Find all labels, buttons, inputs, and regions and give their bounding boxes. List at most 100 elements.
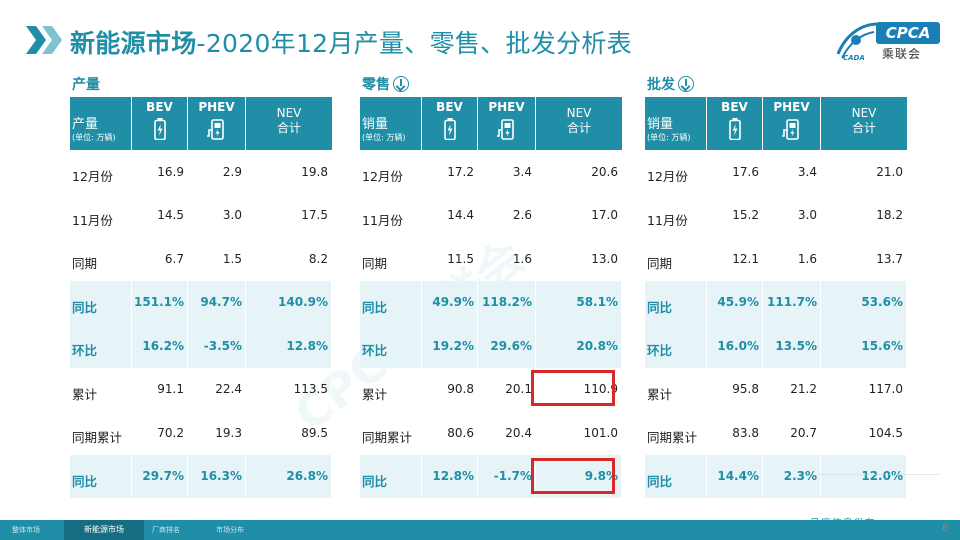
row-label: 同比 — [645, 280, 707, 324]
cell-phev: 3.4 — [763, 150, 821, 194]
cell-nev: 89.5 — [246, 411, 332, 455]
table-row: 累计 90.8 20.1 110.9 — [360, 367, 622, 411]
cell-phev: 94.7% — [188, 280, 246, 324]
cell-nev: 104.5 — [821, 411, 907, 455]
header-metric: 产量 (单位: 万辆) — [70, 97, 132, 150]
title-rest: -2020年12月产量、零售、批发分析表 — [196, 29, 632, 58]
section-label-text: 零售 — [362, 77, 390, 93]
row-label: 同比 — [360, 454, 422, 498]
cell-phev: 3.0 — [188, 193, 246, 237]
table-header: 销量 (单位: 万辆) BEV PHEV NEV 合计 — [645, 97, 907, 150]
cell-nev: 53.6% — [821, 280, 907, 324]
page-title: 新能源市场-2020年12月产量、零售、批发分析表 — [70, 24, 632, 60]
header-nev: NEV 合计 — [536, 97, 622, 150]
chevron-right-icon — [26, 26, 62, 54]
cell-phev: 29.6% — [478, 324, 536, 368]
cell-nev: 58.1% — [536, 280, 622, 324]
header-metric-label: 销量 — [647, 117, 674, 132]
cell-bev: 16.0% — [707, 324, 763, 368]
header-bev-label: BEV — [146, 100, 173, 114]
production-table: 产量 (单位: 万辆) BEV PHEV NEV 合计 12月份 16.9 2.9 19.8 11月… — [70, 97, 332, 498]
header-nev-label: NEV — [851, 106, 877, 120]
footer-tab[interactable]: 市场分布 — [216, 526, 244, 534]
row-label: 12月份 — [645, 150, 707, 194]
header-nev-sublabel: 合计 — [276, 121, 301, 135]
table-row: 同比 29.7% 16.3% 26.8% — [70, 454, 332, 498]
charging-plug-icon — [781, 114, 803, 143]
row-label: 同比 — [70, 454, 132, 498]
cpca-logo — [836, 22, 879, 59]
table-row: 同期累计 83.8 20.7 104.5 — [645, 411, 907, 455]
header-phev-label: PHEV — [773, 100, 810, 114]
row-label: 环比 — [70, 324, 132, 368]
cell-phev: 20.1 — [478, 367, 536, 411]
header-metric: 销量 (单位: 万辆) — [645, 97, 707, 150]
row-label: 同比 — [645, 454, 707, 498]
table-row: 同比 12.8% -1.7% 9.8% — [360, 454, 622, 498]
cell-bev: 83.8 — [707, 411, 763, 455]
cell-phev: 19.3 — [188, 411, 246, 455]
table-row: 12月份 17.2 3.4 20.6 — [360, 150, 622, 194]
page-number: 6 — [942, 523, 949, 534]
header-bev: BEV — [707, 97, 763, 150]
table-header: 销量 (单位: 万辆) BEV PHEV NEV 合计 — [360, 97, 622, 150]
cell-nev: 17.0 — [536, 193, 622, 237]
wholesale-table: 销量 (单位: 万辆) BEV PHEV NEV 合计 12月份 17.6 3.4 21.0 11月… — [645, 97, 907, 498]
battery-icon — [153, 114, 166, 143]
section-label-retail: 零售 — [362, 74, 409, 94]
header-nev-label: NEV — [566, 106, 592, 120]
table-row: 同期累计 70.2 19.3 89.5 — [70, 411, 332, 455]
cell-nev: 13.0 — [536, 237, 622, 281]
footer-tab[interactable]: 厂商排名 — [152, 526, 180, 534]
battery-icon — [443, 114, 456, 143]
table-row: 同期 6.7 1.5 8.2 — [70, 237, 332, 281]
footer-tab[interactable]: 整体市场 — [12, 526, 40, 534]
row-label: 累计 — [360, 367, 422, 411]
table-row: 同比 45.9% 111.7% 53.6% — [645, 280, 907, 324]
table-row: 11月份 14.4 2.6 17.0 — [360, 193, 622, 237]
cell-nev: 17.5 — [246, 193, 332, 237]
cell-nev: 117.0 — [821, 367, 907, 411]
header-bev-label: BEV — [436, 100, 463, 114]
header-nev: NEV 合计 — [821, 97, 907, 150]
cell-phev: 20.7 — [763, 411, 821, 455]
highlight-box — [531, 458, 615, 494]
row-label: 11月份 — [645, 193, 707, 237]
table-row: 同比 49.9% 118.2% 58.1% — [360, 280, 622, 324]
cell-nev: 26.8% — [246, 454, 332, 498]
cell-phev: 22.4 — [188, 367, 246, 411]
cell-phev: 20.4 — [478, 411, 536, 455]
cell-bev: 29.7% — [132, 454, 188, 498]
cell-phev: 118.2% — [478, 280, 536, 324]
cell-phev: 1.5 — [188, 237, 246, 281]
row-label: 同期 — [645, 237, 707, 281]
table-header: 产量 (单位: 万辆) BEV PHEV NEV 合计 — [70, 97, 332, 150]
cell-phev: 1.6 — [478, 237, 536, 281]
header-bev-label: BEV — [721, 100, 748, 114]
table-row: 同比 14.4% 2.3% 12.0% — [645, 454, 907, 498]
table-row: 环比 19.2% 29.6% 20.8% — [360, 324, 622, 368]
cell-nev: 15.6% — [821, 324, 907, 368]
table-row: 环比 16.2% -3.5% 12.8% — [70, 324, 332, 368]
cell-phev: 2.3% — [763, 454, 821, 498]
table-row: 同期累计 80.6 20.4 101.0 — [360, 411, 622, 455]
row-label: 11月份 — [360, 193, 422, 237]
row-label: 环比 — [645, 324, 707, 368]
footer-tab-active[interactable]: 新能源市场 — [64, 520, 144, 540]
cell-phev: 13.5% — [763, 324, 821, 368]
row-label: 同比 — [70, 280, 132, 324]
table-row: 11月份 15.2 3.0 18.2 — [645, 193, 907, 237]
header-phev: PHEV — [763, 97, 821, 150]
down-arrow-circle-icon — [393, 76, 409, 92]
header-unit: (单位: 万辆) — [647, 133, 691, 142]
table-row: 12月份 16.9 2.9 19.8 — [70, 150, 332, 194]
section-label-text: 批发 — [647, 77, 675, 93]
header-bev: BEV — [132, 97, 188, 150]
logo-subtext: 乘联会 — [882, 47, 922, 61]
table-row: 12月份 17.6 3.4 21.0 — [645, 150, 907, 194]
divider — [820, 474, 940, 475]
header-bev: BEV — [422, 97, 478, 150]
cell-phev: -1.7% — [478, 454, 536, 498]
cell-nev: 12.8% — [246, 324, 332, 368]
cell-bev: 14.5 — [132, 193, 188, 237]
